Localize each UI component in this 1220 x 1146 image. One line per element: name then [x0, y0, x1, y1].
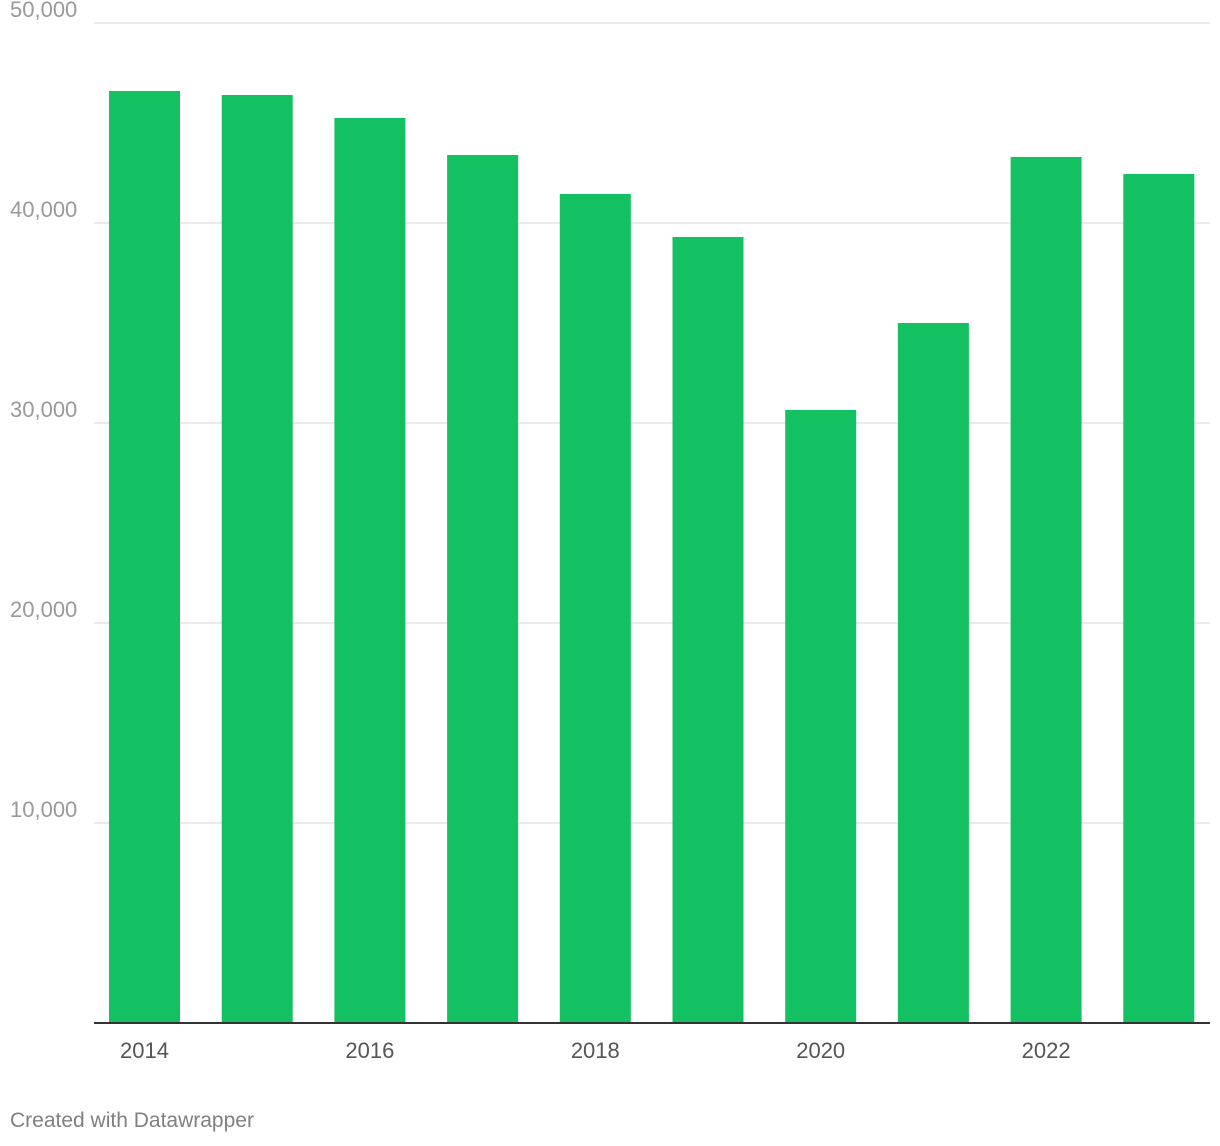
bars — [109, 91, 1195, 1023]
bar — [672, 237, 744, 1023]
bar — [334, 118, 406, 1023]
bar — [221, 95, 293, 1023]
bar — [447, 155, 519, 1023]
x-tick-label: 2014 — [120, 1038, 169, 1063]
bar — [1123, 174, 1195, 1023]
bar — [109, 91, 180, 1023]
credit-text: Created with Datawrapper — [10, 1109, 254, 1132]
x-tick-label: 2016 — [345, 1038, 394, 1063]
y-axis-labels: 10,000 20,000 30,000 40,000 50,000 — [10, 0, 77, 822]
y-tick-label: 40,000 — [10, 197, 77, 222]
y-tick-label: 50,000 — [10, 0, 77, 22]
y-tick-label: 20,000 — [10, 597, 77, 622]
bar — [897, 323, 969, 1023]
bar — [785, 410, 857, 1023]
x-axis-labels: 2014 2016 2018 2020 2022 — [120, 1038, 1071, 1063]
x-tick-label: 2020 — [796, 1038, 845, 1063]
y-tick-label: 10,000 — [10, 797, 77, 822]
bar — [1010, 157, 1082, 1023]
x-tick-label: 2022 — [1022, 1038, 1071, 1063]
x-tick-label: 2018 — [571, 1038, 620, 1063]
y-tick-label: 30,000 — [10, 397, 77, 422]
bar — [559, 194, 631, 1023]
